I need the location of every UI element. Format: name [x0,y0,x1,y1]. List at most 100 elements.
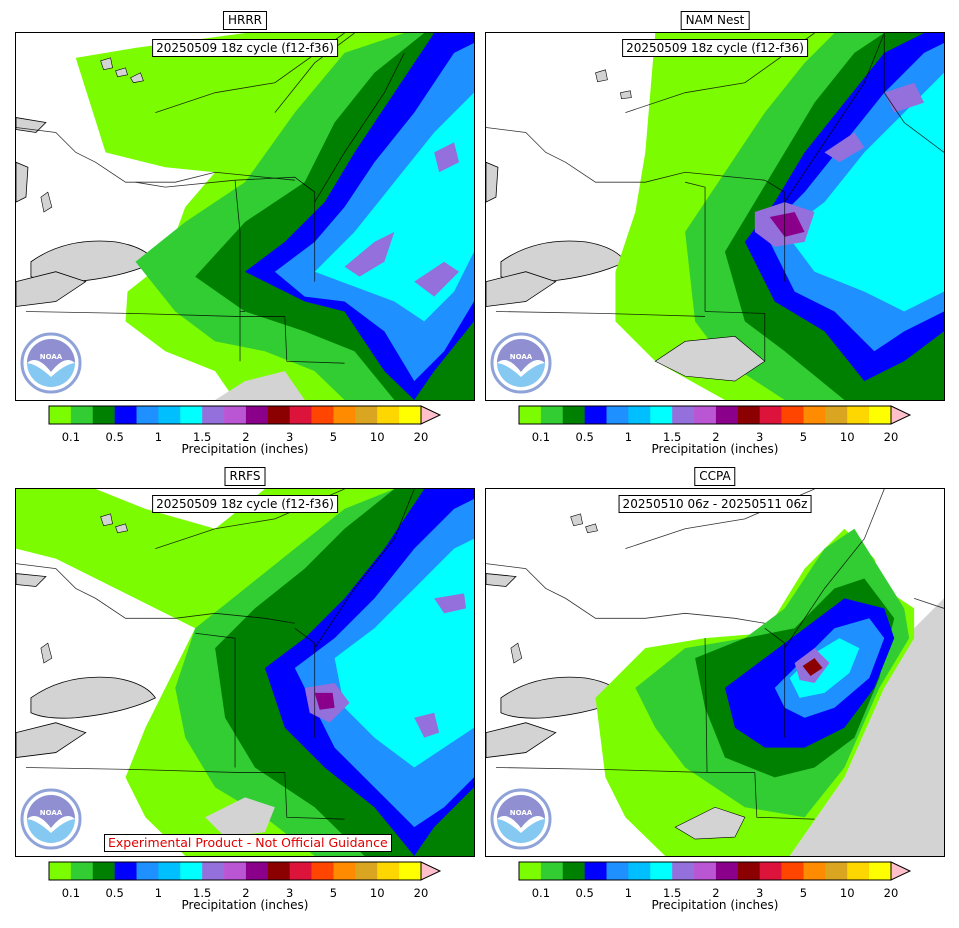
panel-title-ccpa: CCPA [694,467,736,486]
panel-title-nam-nest: NAM Nest [680,11,750,30]
colorbar-tick-label: 10 [369,886,385,900]
cycle-label-nam-nest: 20250509 18z cycle (f12-f36) [622,39,808,57]
triangle-right-icon [890,405,912,425]
colorbar-swatch [847,406,870,424]
colorbar-swatch [70,406,94,424]
colorbar-swatch [694,406,717,424]
precip-map-nam-nest [486,33,944,400]
colorbar-tick-label: 1.5 [663,886,682,900]
colorbar-swatch [136,862,159,880]
triangle-right-icon [420,861,442,881]
noaa-logo-icon: NOAA [20,788,82,850]
colorbar-swatches [518,861,912,881]
colorbar-swatch [715,406,739,424]
colorbar-tick-label: 20 [413,430,429,444]
colorbar-tick-label: 3 [756,886,764,900]
svg-text:NOAA: NOAA [510,353,533,361]
colorbar-swatch [628,862,651,880]
colorbar-tick-label: 0.1 [61,430,81,444]
colorbar-tick-label: 10 [369,430,385,444]
map-panel-rrfs: 20250509 18z cycle (f12-f36) NOAA Experi… [15,488,475,857]
colorbar-swatch [355,406,378,424]
colorbar-nam-nest [518,404,914,426]
colorbar-swatch [781,862,804,880]
noaa-logo-icon: NOAA [490,332,552,394]
colorbar-tick-label: 0.5 [105,430,124,444]
colorbar-ticks-rrfs: 0.1 0.5 1 1.5 2 3 5 10 20 [49,886,429,900]
colorbar-swatch [158,406,181,424]
colorbar-swatch [377,862,400,880]
panel-title-rrfs: RRFS [224,467,266,486]
colorbar-swatch [650,862,673,880]
colorbar-swatch [202,862,225,880]
colorbar-swatch [267,862,290,880]
colorbar-swatch [519,862,542,880]
colorbar-tick-label: 1.5 [663,430,682,444]
colorbar-tick-label: 0.1 [531,430,551,444]
colorbar-swatch [224,406,247,424]
precip-map-ccpa [486,489,944,856]
colorbar-tick-label: 1.5 [193,886,212,900]
colorbar-tick-label: 2 [712,886,720,900]
colorbar-tick-label: 1 [154,430,163,444]
cycle-label-hrrr: 20250509 18z cycle (f12-f36) [152,39,338,57]
colorbar-swatch [562,406,585,424]
cycle-label-ccpa: 20250510 06z - 20250511 06z [618,495,812,513]
colorbar-ticks-nam-nest: 0.1 0.5 1 1.5 2 3 5 10 20 [519,430,899,444]
colorbar-swatch [672,862,695,880]
noaa-logo-icon: NOAA [20,332,82,394]
map-panel-hrrr: 20250509 18z cycle (f12-f36) NOAA [15,32,475,401]
colorbar-swatch [92,406,115,424]
colorbar-swatch [737,862,760,880]
colorbar-swatch [869,406,892,424]
colorbar-swatch [781,406,804,424]
colorbar-swatch [803,862,826,880]
colorbar-tick-label: 1 [624,886,633,900]
colorbar-tick-label: 5 [329,886,338,900]
colorbar-tick-label: 0.1 [61,886,81,900]
colorbar-tick-label: 3 [286,430,294,444]
colorbar-swatch [584,406,607,424]
colorbar-label-ccpa: Precipitation (inches) [651,898,779,912]
colorbar-swatch [245,862,269,880]
colorbar-rrfs [48,860,444,882]
colorbar-tick-label: 0.5 [575,430,594,444]
colorbar-tick-label: 5 [799,430,808,444]
colorbar-swatch [180,406,203,424]
colorbar-swatch [49,862,72,880]
colorbar-ccpa [518,860,914,882]
map-panel-nam-nest: 20250509 18z cycle (f12-f36) NOAA [485,32,945,401]
colorbar-swatch [803,406,826,424]
colorbar-swatch [694,862,717,880]
cycle-label-rrfs: 20250509 18z cycle (f12-f36) [152,495,338,513]
colorbar-swatch [267,406,290,424]
colorbar-swatch [311,862,334,880]
precip-map-hrrr [16,33,474,400]
noaa-logo-icon: NOAA [490,788,552,850]
triangle-right-icon [890,861,912,881]
colorbar-swatch [672,406,695,424]
colorbar-swatch [715,862,739,880]
svg-text:NOAA: NOAA [510,809,533,817]
colorbar-label-rrfs: Precipitation (inches) [181,898,309,912]
colorbar-tick-label: 5 [799,886,808,900]
precip-map-rrfs [16,489,474,856]
colorbar-ticks-ccpa: 0.1 0.5 1 1.5 2 3 5 10 20 [519,886,899,900]
colorbar-swatch [540,862,564,880]
colorbar-tick-label: 1.5 [193,430,212,444]
colorbar-swatch [333,406,356,424]
colorbar-tick-label: 20 [883,430,899,444]
colorbar-swatch [847,862,870,880]
colorbar-label-nam-nest: Precipitation (inches) [651,442,779,456]
colorbar-swatch [377,406,400,424]
colorbar-tick-label: 3 [286,886,294,900]
colorbar-tick-label: 2 [712,430,720,444]
svg-text:NOAA: NOAA [40,353,63,361]
colorbar-swatch [224,862,247,880]
colorbar-swatch [289,862,312,880]
colorbar-tick-label: 0.5 [575,886,594,900]
colorbar-swatch [136,406,159,424]
colorbar-swatch [311,406,334,424]
colorbar-swatch [628,406,651,424]
colorbar-swatch [180,862,203,880]
